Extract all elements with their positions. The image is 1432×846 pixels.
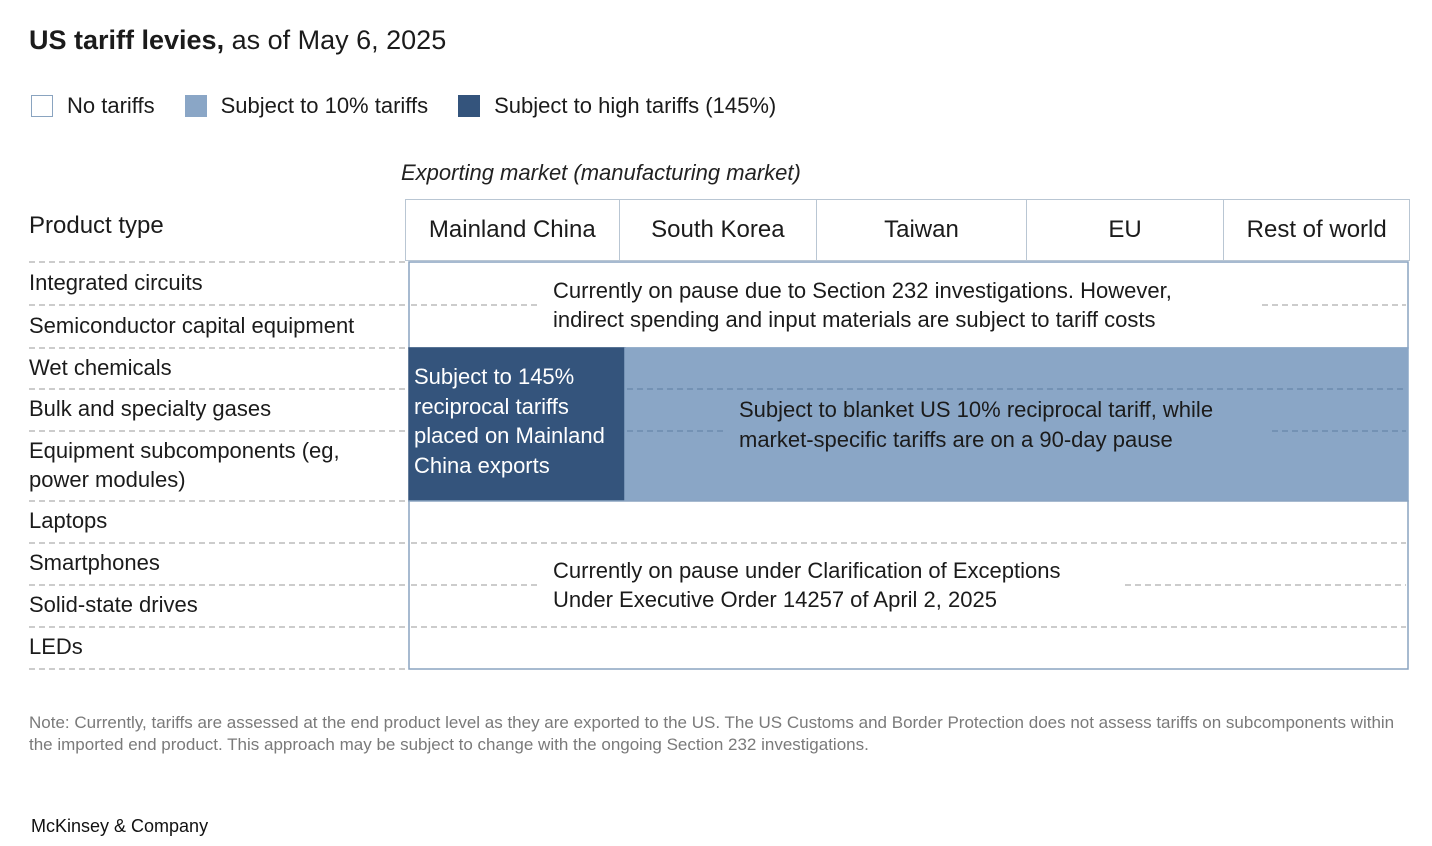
- row-label: Bulk and specialty gases: [29, 396, 272, 421]
- column-header-taiwan: Taiwan: [817, 200, 1027, 260]
- block-text-1: Subject to 145% reciprocal tariffs placed …: [414, 362, 605, 480]
- legend-label-high-tariffs: Subject to high tariffs (145%): [494, 93, 777, 118]
- tariff-block-0: [408, 261, 1409, 349]
- block-text-line: Currently on pause due to Section 232 in…: [553, 277, 1172, 303]
- row-header-label: Product type: [29, 212, 164, 239]
- row-label: Semiconductor capital equipment: [29, 312, 355, 338]
- block-text-line: market-specific tariffs are on a 90-day …: [739, 426, 1173, 452]
- block-text-line: China exports: [414, 452, 550, 478]
- footnote: Note: Currently, tariffs are assessed at…: [29, 713, 1395, 754]
- block-text-line: Under Executive Order 14257 of April 2, …: [553, 587, 997, 612]
- tariff-block-3: [408, 500, 1409, 670]
- title-bold: US tariff levies,: [29, 25, 225, 55]
- block-text-line: Subject to 145%: [414, 364, 575, 389]
- block-text-3: Currently on pause under Clarification o…: [553, 556, 1061, 615]
- column-header-rest-of-world: Rest of world: [1246, 216, 1387, 243]
- block-text-line: reciprocal tariffs: [414, 393, 569, 419]
- legend-swatch-no-tariffs: [31, 95, 53, 117]
- legend-label-no-tariffs: No tariffs: [67, 93, 155, 118]
- legend-label-10-percent: Subject to 10% tariffs: [220, 93, 429, 118]
- title-date: as of May 6, 2025: [224, 25, 447, 55]
- column-header-eu: EU: [1027, 200, 1225, 260]
- row-label: Integrated circuits: [29, 269, 203, 295]
- brand-logo-text: McKinsey & Company: [31, 816, 209, 836]
- row-label: Laptops: [29, 508, 108, 533]
- row-label: LEDs: [29, 634, 83, 659]
- row-label: Solid-state drives: [29, 592, 198, 617]
- column-group-label: Exporting market (manufacturing market): [401, 160, 801, 185]
- block-text-line: Currently on pause under Clarification o…: [553, 557, 1061, 583]
- row-label: Smartphones: [29, 550, 160, 575]
- block-text-line: indirect spending and input materials ar…: [553, 307, 1156, 332]
- column-headers: Mainland China South Korea Taiwan EU Res…: [405, 199, 1410, 261]
- legend-item-10-percent: Subject to 10% tariffs: [184, 93, 429, 119]
- block-text-line: placed on Mainland: [414, 423, 605, 448]
- row-label: Equipment subcomponents (eg, power modul…: [29, 438, 340, 492]
- column-header-south-korea: South Korea: [620, 200, 818, 260]
- legend: No tariffs Subject to 10% tariffs Subjec…: [31, 92, 806, 120]
- block-text-line: Subject to blanket US 10% reciprocal tar…: [739, 397, 1214, 422]
- column-header-mainland-china: Mainland China: [406, 200, 620, 260]
- block-text-2: Subject to blanket US 10% reciprocal tar…: [739, 395, 1213, 454]
- legend-item-high-tariffs: Subject to high tariffs (145%): [458, 93, 776, 119]
- legend-swatch-10-percent: [184, 95, 207, 117]
- block-text-0: Currently on pause due to Section 232 in…: [553, 276, 1172, 335]
- legend-item-no-tariffs: No tariffs: [31, 93, 155, 119]
- legend-swatch-high-tariffs: [458, 95, 481, 117]
- row-label: Wet chemicals: [29, 354, 172, 380]
- tariff-block-2: [624, 347, 1409, 502]
- chart-title: US tariff levies, as of May 6, 2025: [29, 24, 446, 56]
